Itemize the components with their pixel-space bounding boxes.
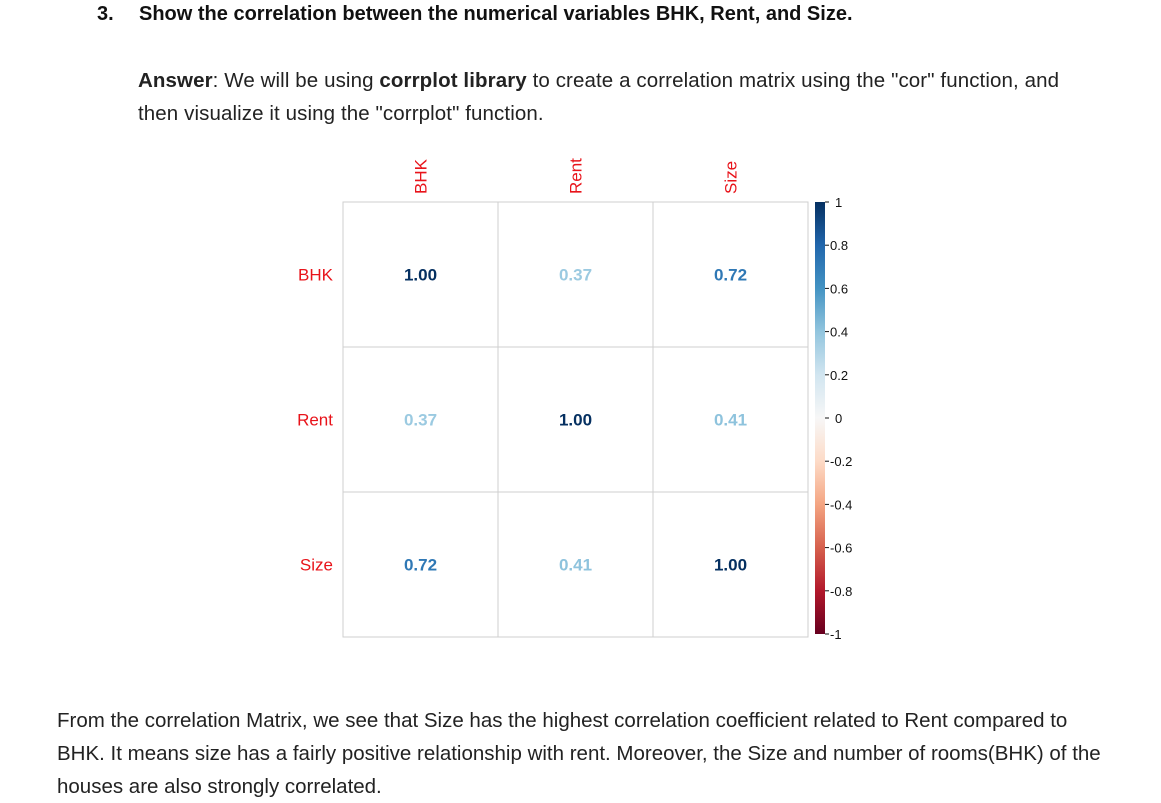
answer-library: corrplot library	[379, 69, 527, 92]
row-label-bhk: BHK	[298, 266, 334, 285]
answer-paragraph: Answer: We will be using corrplot librar…	[138, 64, 1098, 130]
cell-value-rent-bhk: 0.37	[404, 411, 437, 430]
conclusion-paragraph: From the correlation Matrix, we see that…	[57, 709, 1101, 798]
cell-value-bhk-bhk: 1.00	[404, 266, 437, 285]
row-label-rent: Rent	[297, 411, 333, 430]
col-label-size: Size	[722, 161, 741, 194]
question-number: 3.	[97, 3, 114, 25]
legend-tick-label: -0.2	[830, 454, 852, 469]
legend-tick-label: -0.4	[830, 497, 852, 512]
cell-value-bhk-rent: 0.37	[559, 266, 592, 285]
legend-tick-label: 1	[835, 195, 842, 210]
question-heading: 3. Show the correlation between the numer…	[97, 3, 853, 26]
cell-value-rent-rent: 1.00	[559, 411, 592, 430]
answer-text-1: : We will be using	[212, 69, 380, 92]
legend-tick-label: 0.4	[830, 325, 848, 340]
cell-value-size-size: 1.00	[714, 556, 747, 575]
cell-value-size-rent: 0.41	[559, 556, 592, 575]
answer-text-2: to create a correlation matrix using the…	[138, 69, 1060, 125]
row-label-size: Size	[300, 556, 333, 575]
legend-tick-label: -0.6	[830, 541, 852, 556]
col-label-bhk: BHK	[412, 158, 431, 194]
matrix-frame	[342, 201, 809, 638]
answer-label: Answer	[138, 69, 213, 92]
legend-color-bar	[815, 202, 825, 634]
legend-tick-label: 0.8	[830, 238, 848, 253]
question-title: Show the correlation between the numeric…	[139, 3, 853, 25]
legend-tick-label: 0.2	[830, 368, 848, 383]
legend-tick-label: 0	[835, 411, 842, 426]
legend-tick-label: -0.8	[830, 584, 852, 599]
cell-value-bhk-size: 0.72	[714, 266, 747, 285]
legend-tick-label: 0.6	[830, 281, 848, 296]
cell-value-size-bhk: 0.72	[404, 556, 437, 575]
cell-value-rent-size: 0.41	[714, 411, 747, 430]
col-label-rent: Rent	[567, 158, 586, 194]
legend-tick-label: -1	[830, 627, 842, 642]
